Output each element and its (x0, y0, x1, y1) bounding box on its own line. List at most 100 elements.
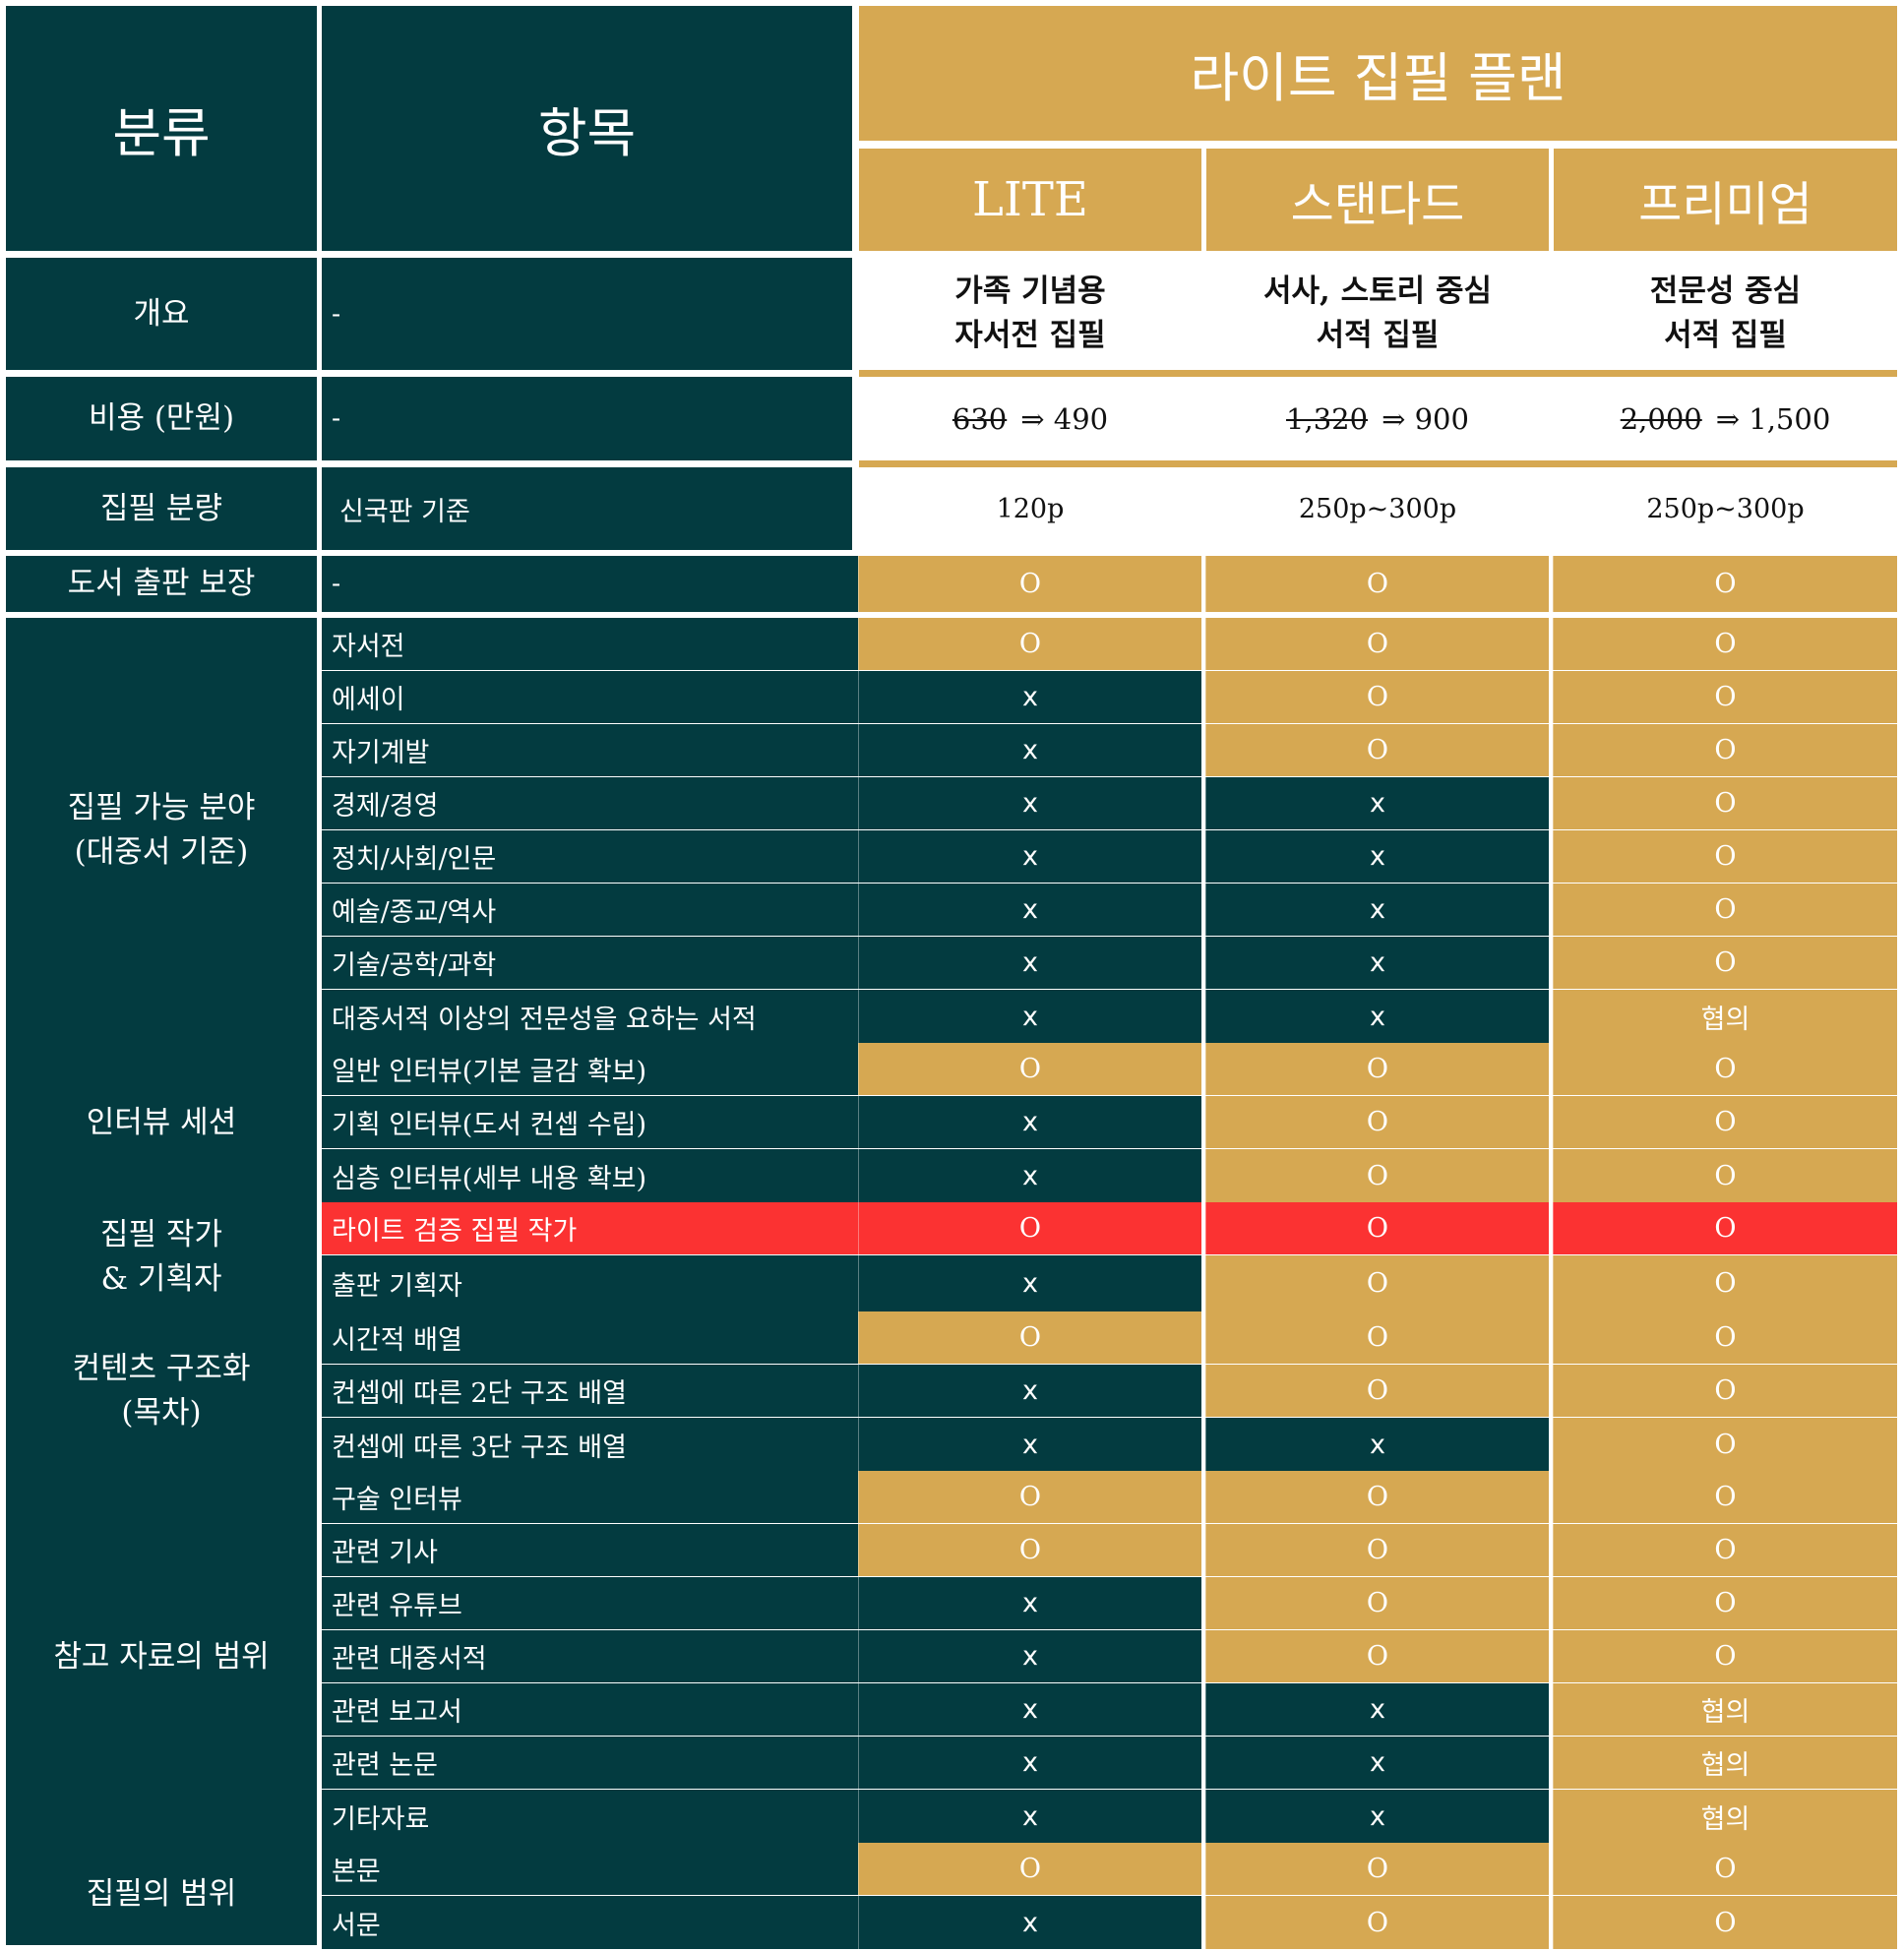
feature-item-cell: 관련 보고서 (322, 1683, 858, 1736)
feature-value: O (1366, 1322, 1389, 1353)
feature-value-lite: x (858, 671, 1201, 723)
feature-value-premium: O (1553, 1043, 1897, 1095)
feature-value-lite: O (858, 1311, 1201, 1364)
feature-value-standard: x (1205, 990, 1549, 1043)
feature-item-label: 정치/사회/인문 (332, 844, 497, 875)
feature-item-label: 일반 인터뷰(기본 글감 확보) (332, 1057, 647, 1087)
category-label: 집필 가능 분야 (67, 790, 256, 826)
feature-item-label: - (332, 569, 341, 599)
feature-value-lite: x (858, 1365, 1201, 1417)
feature-value-lite: O (858, 1524, 1201, 1576)
feature-item-label: 대중서적 이상의 전문성을 요하는 서적 (332, 1004, 757, 1035)
feature-item-label: 출판 기획자 (332, 1271, 462, 1302)
feature-value: x (1022, 1107, 1038, 1137)
feature-item-label: 관련 유튜브 (332, 1591, 462, 1621)
feature-value-premium: O (1553, 1365, 1897, 1417)
feature-value-standard: O (1205, 1843, 1549, 1895)
feature-value: O (1714, 1482, 1737, 1512)
feature-value: O (1714, 1375, 1737, 1406)
feature-value-standard: x (1205, 884, 1549, 936)
feature-value-standard: O (1205, 1311, 1549, 1364)
cost-lite: 630 ⇒ 490 (859, 377, 1201, 460)
item-label: - (332, 403, 341, 434)
feature-value: 협의 (1700, 1750, 1750, 1781)
overview-line: 서사, 스토리 중심 (1262, 274, 1493, 310)
overview-line: 서적 집필 (1664, 318, 1787, 353)
feature-value-premium: O (1553, 1149, 1897, 1202)
category-label: 컨텐츠 구조화 (72, 1351, 251, 1387)
feature-value: O (1714, 947, 1737, 978)
original-price: 630 (952, 401, 1008, 436)
feature-value: 협의 (1700, 1803, 1750, 1835)
feature-item-cell: 예술/종교/역사 (322, 884, 858, 936)
feature-item-cell: 경제/경영 (322, 777, 858, 829)
feature-item-label: 에세이 (332, 685, 405, 715)
original-price: 1,320 (1286, 401, 1369, 436)
feature-value: O (1366, 682, 1389, 712)
feature-value: O (1366, 1907, 1389, 1938)
category-label: (목차) (121, 1395, 202, 1431)
feature-item-label: 본문 (332, 1857, 381, 1887)
plan-group-title-cell: 라이트 집필 플랜 (859, 6, 1897, 141)
arrow: ⇒ (1382, 401, 1406, 436)
feature-item-label: 컨셉에 따른 3단 구조 배열 (332, 1432, 627, 1463)
feature-value-standard: O (1205, 1471, 1549, 1523)
feature-value-lite: x (858, 1790, 1201, 1843)
feature-value-premium: O (1553, 556, 1897, 612)
feature-value-standard: x (1205, 1418, 1549, 1471)
feature-value-premium: O (1553, 1311, 1897, 1364)
feature-value: x (1022, 1588, 1038, 1618)
feature-value-standard: x (1205, 1737, 1549, 1789)
feature-value-lite: x (858, 777, 1201, 829)
feature-value-premium: O (1553, 937, 1897, 989)
overview-line: 자서전 집필 (954, 318, 1106, 353)
feature-value-standard: O (1205, 1202, 1549, 1254)
feature-value: O (1366, 1268, 1389, 1299)
feature-value: x (1022, 735, 1038, 765)
feature-item-cell: 컨셉에 따른 3단 구조 배열 (322, 1418, 858, 1471)
volume-value: 120p (996, 493, 1065, 524)
discounted-price: 490 (1053, 401, 1109, 436)
feature-value-lite: x (858, 884, 1201, 936)
feature-value: O (1366, 629, 1389, 659)
cost-standard: 1,320 ⇒ 900 (1206, 377, 1549, 460)
feature-value-premium: 협의 (1553, 990, 1897, 1043)
feature-value: x (1370, 841, 1385, 872)
feature-value-premium: O (1553, 1577, 1897, 1629)
feature-item-label: 자기계발 (332, 738, 430, 768)
feature-value: x (1022, 1001, 1038, 1032)
feature-item-cell: 관련 유튜브 (322, 1577, 858, 1629)
volume-value: 250p~300p (1298, 493, 1457, 524)
feature-item-cell: 관련 대중서적 (322, 1630, 858, 1682)
feature-value-standard: O (1205, 724, 1549, 776)
category-label: 집필 작가 (100, 1216, 222, 1252)
divider-bar (859, 460, 1897, 467)
feature-value: x (1370, 1747, 1385, 1778)
feature-item-cell: 관련 논문 (322, 1737, 858, 1789)
feature-value-premium: O (1553, 724, 1897, 776)
category-label: 도서 출판 보장 (67, 566, 256, 602)
feature-value: x (1022, 1800, 1038, 1832)
volume-value: 250p~300p (1646, 493, 1805, 524)
category-label: 집필의 범위 (86, 1875, 237, 1912)
feature-value: O (1714, 1213, 1737, 1244)
feature-value-lite: x (858, 724, 1201, 776)
discounted-price: 900 (1414, 401, 1469, 436)
arrow: ⇒ (1020, 401, 1045, 436)
feature-value: x (1370, 1694, 1385, 1725)
feature-value-premium: O (1553, 1255, 1897, 1311)
feature-value-premium: O (1553, 1843, 1897, 1895)
feature-item-cell: 본문 (322, 1843, 858, 1895)
feature-value: O (1714, 1054, 1737, 1084)
category-cell: 집필의 범위 (6, 1843, 317, 1945)
feature-value: O (1714, 735, 1737, 765)
header-category-cell: 분류 (6, 6, 317, 251)
feature-value: O (1366, 1854, 1389, 1884)
feature-item-label: 서문 (332, 1910, 381, 1941)
feature-value: O (1018, 1213, 1042, 1244)
feature-item-cell: 기획 인터뷰(도서 컨셉 수립) (322, 1096, 858, 1148)
feature-value-premium: O (1553, 1896, 1897, 1949)
category-label: 인터뷰 세션 (86, 1104, 237, 1140)
feature-value: O (1714, 1107, 1737, 1137)
